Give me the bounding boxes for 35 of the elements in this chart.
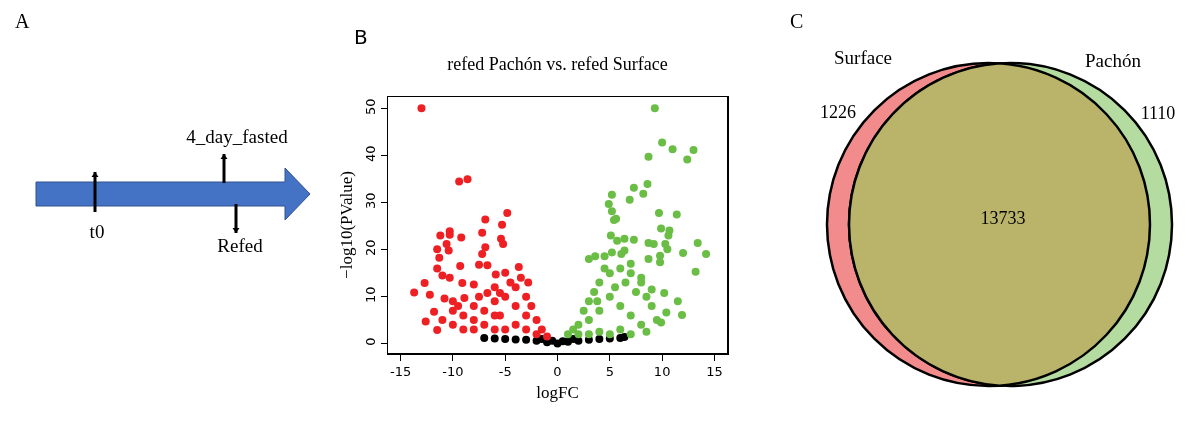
- x-tick-label: -10: [442, 364, 464, 380]
- point: [490, 334, 499, 343]
- point: [501, 334, 510, 343]
- y-tick-label: 0: [363, 337, 379, 346]
- text: B: [354, 25, 368, 49]
- y-tick-label: 10: [363, 286, 379, 303]
- point: [595, 334, 604, 343]
- x-tick-label: 15: [706, 364, 723, 380]
- text: 13733: [980, 208, 1026, 228]
- x-tick-label: 0: [553, 364, 562, 380]
- text: Pachón: [1085, 50, 1142, 71]
- text: A: [15, 10, 30, 32]
- point: [620, 333, 629, 342]
- point: [558, 337, 567, 346]
- text: t0: [89, 221, 105, 242]
- chart-title: refed Pachón vs. refed Surface: [447, 53, 668, 74]
- point: [511, 335, 520, 344]
- text: 1226: [820, 102, 856, 122]
- point: [522, 335, 531, 344]
- x-tick-label: 5: [605, 364, 614, 380]
- point: [480, 333, 489, 342]
- x-axis-title: logFC: [536, 383, 579, 403]
- y-tick-label: 30: [363, 192, 379, 210]
- y-tick-label: 50: [363, 98, 379, 116]
- y-tick-label: 40: [363, 145, 379, 163]
- x-tick-label: 10: [653, 364, 671, 380]
- y-tick-label: 20: [363, 239, 379, 256]
- text: 1110: [1140, 103, 1176, 123]
- text: Surface: [833, 47, 893, 68]
- x-tick-label: -5: [498, 364, 512, 380]
- text: 4_day_fasted: [186, 126, 289, 147]
- text: Refed: [217, 235, 264, 256]
- y-axis-title: −log10(PValue): [337, 171, 357, 279]
- text: C: [790, 10, 804, 32]
- x-tick-label: -15: [389, 364, 412, 380]
